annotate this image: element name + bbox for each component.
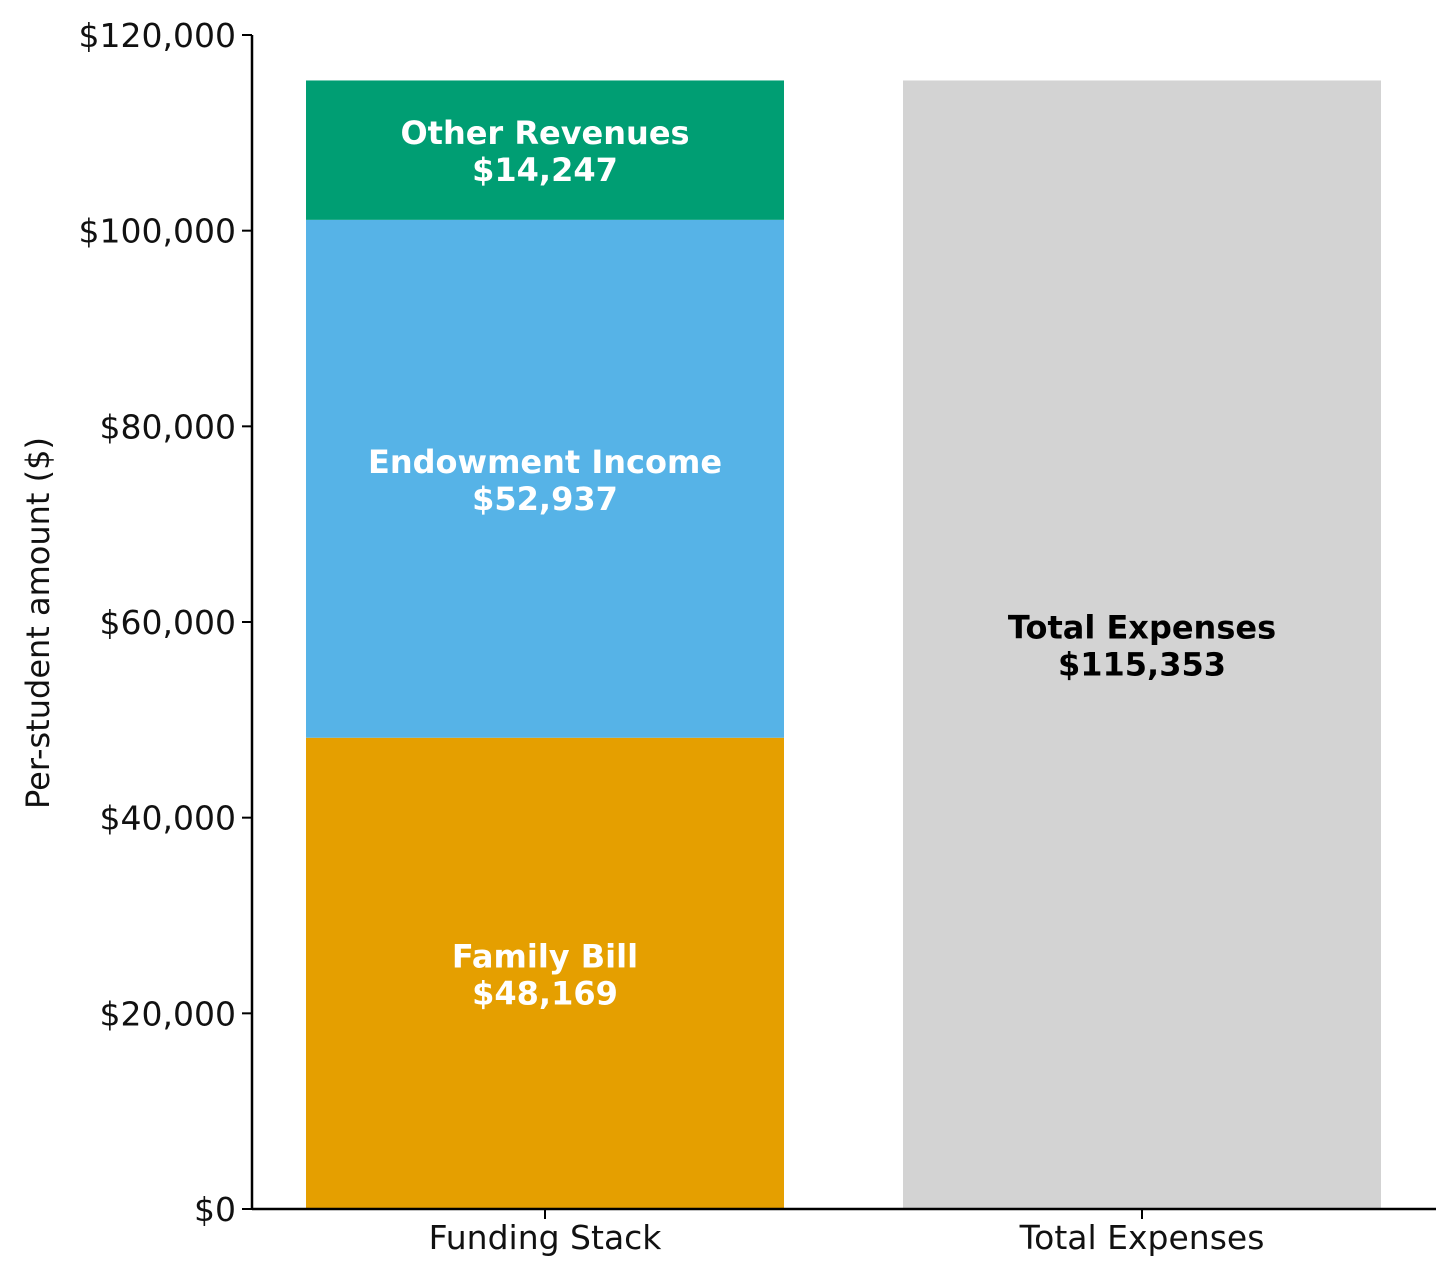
bar-segment-other-revenues bbox=[306, 80, 784, 220]
y-tick-label: $0 bbox=[194, 1190, 236, 1229]
segment-label-endowment-income: Endowment Income bbox=[368, 443, 722, 481]
y-tick-label: $60,000 bbox=[100, 603, 236, 642]
x-tick-label-total-expenses: Total Expenses bbox=[1019, 1218, 1265, 1257]
y-tick-label: $120,000 bbox=[79, 16, 236, 55]
segment-label-total-expenses: Total Expenses bbox=[1008, 609, 1276, 647]
y-tick-label: $20,000 bbox=[100, 994, 236, 1033]
segment-value-family-bill: $48,169 bbox=[472, 974, 618, 1012]
segment-value-other-revenues: $14,247 bbox=[472, 151, 618, 189]
segment-value-endowment-income: $52,937 bbox=[472, 480, 618, 518]
y-tick-label: $100,000 bbox=[79, 212, 236, 251]
bar-segment-total-expenses bbox=[903, 80, 1381, 1210]
segment-labels-layer: Family Bill$48,169 Endowment Income$52,93… bbox=[368, 114, 1276, 1012]
segment-label-family-bill: Family Bill bbox=[452, 937, 638, 975]
x-tick-label-funding-stack: Funding Stack bbox=[429, 1218, 663, 1257]
segment-value-total-expenses: $115,353 bbox=[1058, 646, 1226, 684]
bars-layer bbox=[306, 80, 1381, 1210]
segment-label-other-revenues: Other Revenues bbox=[400, 114, 689, 152]
y-axis-title: Per-student amount ($) bbox=[19, 437, 57, 809]
y-tick-label: $80,000 bbox=[100, 407, 236, 446]
bar-segment-endowment-income bbox=[306, 219, 784, 738]
axes-layer: $0 $20,000 $40,000 $60,000 $80,000 $100,000 $1… bbox=[79, 16, 1436, 1257]
bar-segment-family-bill bbox=[306, 737, 784, 1209]
y-tick-label: $40,000 bbox=[100, 799, 236, 838]
